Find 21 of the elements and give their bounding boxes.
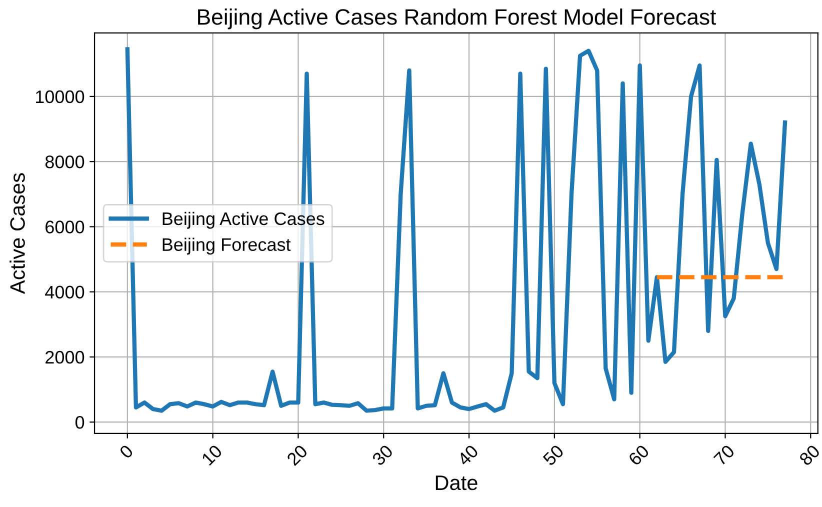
x-tick-label: 30 (371, 444, 394, 466)
x-tick-label: 20 (286, 444, 308, 466)
x-tick-label: 80 (798, 444, 821, 466)
y-tick-label: 4000 (45, 286, 84, 299)
y-tick-label: 8000 (45, 156, 84, 168)
chart-title: Beijing Active Cases Random Forest Model Forecast (198, 8, 716, 30)
x-tick-label: 10 (201, 444, 223, 466)
y-axis-title: Active Cases (10, 173, 25, 294)
line-series (125, 47, 788, 413)
y-tick-label: 2000 (46, 350, 84, 364)
x-tick-label: 70 (713, 444, 736, 466)
y-tick-label: 6000 (46, 220, 84, 234)
y-tick-label: 0 (75, 416, 84, 429)
x-tick-label: 60 (628, 444, 650, 466)
x-tick-label: 0 (118, 444, 134, 460)
legend-label: Beijing Forecast (162, 238, 291, 255)
x-axis-title: Date (436, 476, 478, 490)
y-tick-label: 10000 (36, 90, 84, 104)
x-tick-label: 50 (542, 444, 564, 466)
x-tick-label: 40 (456, 444, 480, 466)
legend-label: Beijing Active Cases (162, 212, 324, 229)
